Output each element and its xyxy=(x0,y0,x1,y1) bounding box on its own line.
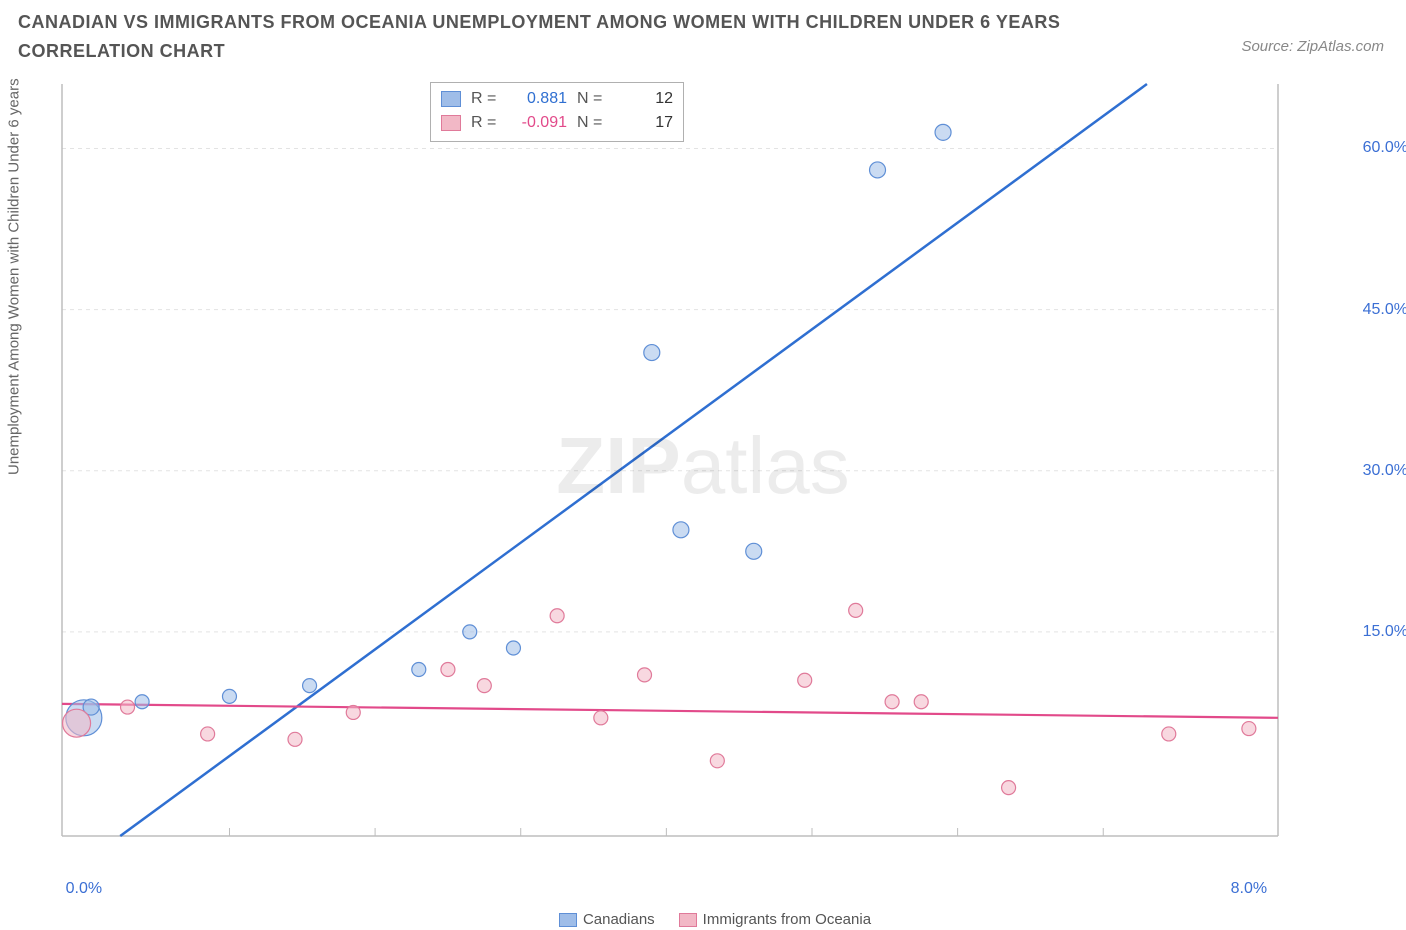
y-tick-label: 30.0% xyxy=(1363,462,1406,480)
legend-swatch xyxy=(559,913,577,927)
y-tick-label: 45.0% xyxy=(1363,301,1406,319)
legend-label: Immigrants from Oceania xyxy=(703,911,871,928)
n-label: N = xyxy=(577,90,603,108)
y-tick-label: 15.0% xyxy=(1363,623,1406,641)
legend-swatch xyxy=(679,913,697,927)
legend: Canadians Immigrants from Oceania xyxy=(0,911,1406,928)
series-swatch xyxy=(441,91,461,107)
y-axis-label: Unemployment Among Women with Children U… xyxy=(6,78,23,475)
chart-container: CANADIAN VS IMMIGRANTS FROM OCEANIA UNEM… xyxy=(0,0,1406,930)
x-tick-label: 8.0% xyxy=(1231,880,1267,898)
stats-row: R = -0.091 N = 17 xyxy=(441,111,673,135)
series-swatch xyxy=(441,115,461,131)
y-tick-label: 60.0% xyxy=(1363,139,1406,157)
source-label: Source: ZipAtlas.com xyxy=(1241,38,1384,55)
correlation-stats-box: R = 0.881 N = 12 R = -0.091 N = 17 xyxy=(430,82,684,142)
r-value: 0.881 xyxy=(507,90,567,108)
plot-area: ZIPatlas 15.0%30.0%45.0%60.0% 0.0%8.0% xyxy=(58,80,1348,870)
n-label: N = xyxy=(577,114,603,132)
r-value: -0.091 xyxy=(507,114,567,132)
n-value: 17 xyxy=(613,114,673,132)
r-label: R = xyxy=(471,90,497,108)
legend-label: Canadians xyxy=(583,911,655,928)
stats-row: R = 0.881 N = 12 xyxy=(441,87,673,111)
n-value: 12 xyxy=(613,90,673,108)
r-label: R = xyxy=(471,114,497,132)
x-tick-label: 0.0% xyxy=(66,880,102,898)
chart-title: CANADIAN VS IMMIGRANTS FROM OCEANIA UNEM… xyxy=(18,8,1118,66)
watermark: ZIPatlas xyxy=(556,420,849,512)
